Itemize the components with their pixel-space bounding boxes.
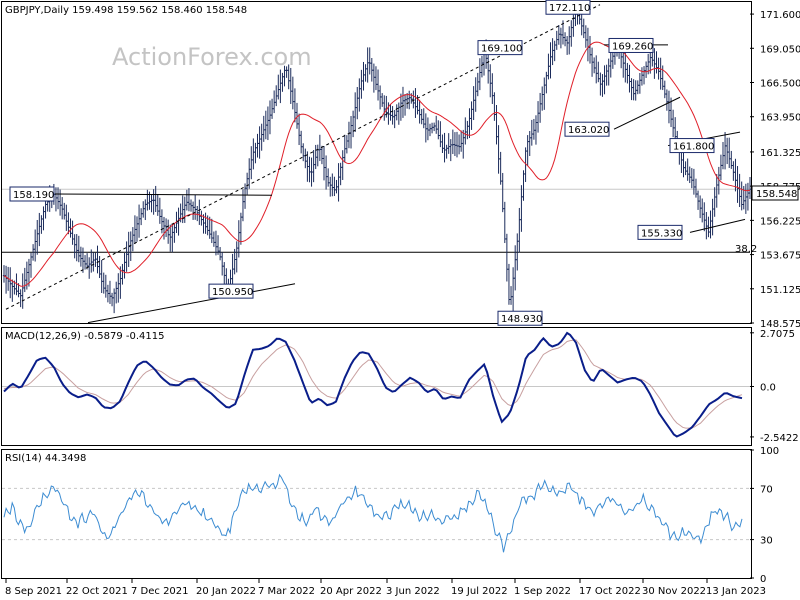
price-y-label: 148.575 <box>760 319 800 330</box>
x-tick-label: 8 Sep 2021 <box>5 586 62 597</box>
price-annotation-label: 148.930 <box>501 314 542 325</box>
rsi-y-label: 70 <box>760 484 773 495</box>
x-tick-label: 22 Oct 2021 <box>66 586 128 597</box>
watermark: ActionForex.com <box>112 43 312 71</box>
price-annotation-box <box>497 310 543 326</box>
price-y-label: 171.600 <box>760 10 800 21</box>
price-pane <box>1 1 752 324</box>
range-top-line <box>54 193 273 196</box>
rsi-y-label: 0 <box>760 574 766 585</box>
x-tick-label: 20 Apr 2022 <box>320 586 382 597</box>
last-price-label: 158.548 <box>756 189 797 200</box>
price-annotation-label: 172.110 <box>549 3 590 14</box>
x-tick-label: 30 Nov 2022 <box>642 586 706 597</box>
price-annotation-label: 158.190 <box>13 190 54 201</box>
price-annotation-label: 150.950 <box>212 287 253 298</box>
rsi-title: RSI(14) 44.3498 <box>5 453 86 464</box>
price-y-label: 156.225 <box>760 216 800 227</box>
price-y-label: 153.675 <box>760 251 800 262</box>
price-annotations: 172.110 169.100 169.260 163.020 161.800 158.1… <box>9 0 715 326</box>
x-tick-label: 13 Jan 2023 <box>706 586 766 597</box>
rsi-line <box>3 473 743 553</box>
price-annotation-box <box>564 121 610 137</box>
x-tick-label: 17 Oct 2022 <box>579 586 641 597</box>
price-y-label: 151.125 <box>760 285 800 296</box>
macd-signal-line <box>3 339 743 429</box>
price-title: GBPJPY,Daily 159.498 159.562 158.460 158… <box>5 5 247 16</box>
x-tick-label: 1 Sep 2022 <box>514 586 571 597</box>
support-155-line <box>689 218 746 233</box>
price-annotation-box <box>477 40 523 56</box>
macd-main-line <box>3 331 743 438</box>
moving-average-line <box>3 41 751 287</box>
price-annotation-box <box>208 283 254 299</box>
x-tick-label: 3 Jun 2022 <box>386 586 440 597</box>
price-annotation-label: 169.100 <box>481 44 522 55</box>
x-tick-label: 20 Jan 2022 <box>196 586 256 597</box>
rsi-pane <box>1 449 752 579</box>
price-annotation-label: 163.020 <box>568 125 609 136</box>
moving-average <box>3 41 751 287</box>
x-tick-label: 19 Jul 2022 <box>451 586 508 597</box>
price-y-label: 169.050 <box>760 44 800 55</box>
rsi-y-label: 30 <box>760 536 773 547</box>
axes-labels: 8 Sep 2021 22 Oct 2021 7 Dec 2021 20 Jan 20… <box>5 10 800 597</box>
macd-y-label: 0.0 <box>760 383 776 394</box>
macd-y-label: 2.7075 <box>760 329 795 340</box>
price-annotation-label: 155.330 <box>641 228 682 239</box>
price-annotation-box <box>608 37 654 53</box>
price-y-label: 166.500 <box>760 79 800 90</box>
price-annotation-label: 169.260 <box>612 41 653 52</box>
macd-y-label: -2.5422 <box>760 433 799 444</box>
price-y-label: 163.950 <box>760 113 800 124</box>
price-annotation-box <box>669 138 715 154</box>
last-price-box <box>751 185 799 201</box>
rsi-y-label: 100 <box>760 446 779 457</box>
price-annotation-box <box>637 224 683 240</box>
price-annotation-box <box>9 186 55 202</box>
x-tick-label: 7 Dec 2021 <box>131 586 189 597</box>
price-annotation-label: 161.800 <box>673 142 714 153</box>
price-y-label: 161.325 <box>760 148 800 159</box>
support-line <box>613 96 681 130</box>
macd-lines <box>3 331 743 438</box>
price-annotation-box <box>545 0 591 15</box>
rsi-series-line <box>3 473 743 553</box>
channel-lower-line <box>87 283 296 324</box>
gridlines <box>2 188 750 541</box>
fib-label: 38.2 <box>735 244 757 255</box>
x-tick-label: 7 Mar 2022 <box>258 586 315 597</box>
macd-title: MACD(12,26,9) -0.5879 -0.4115 <box>5 331 165 342</box>
